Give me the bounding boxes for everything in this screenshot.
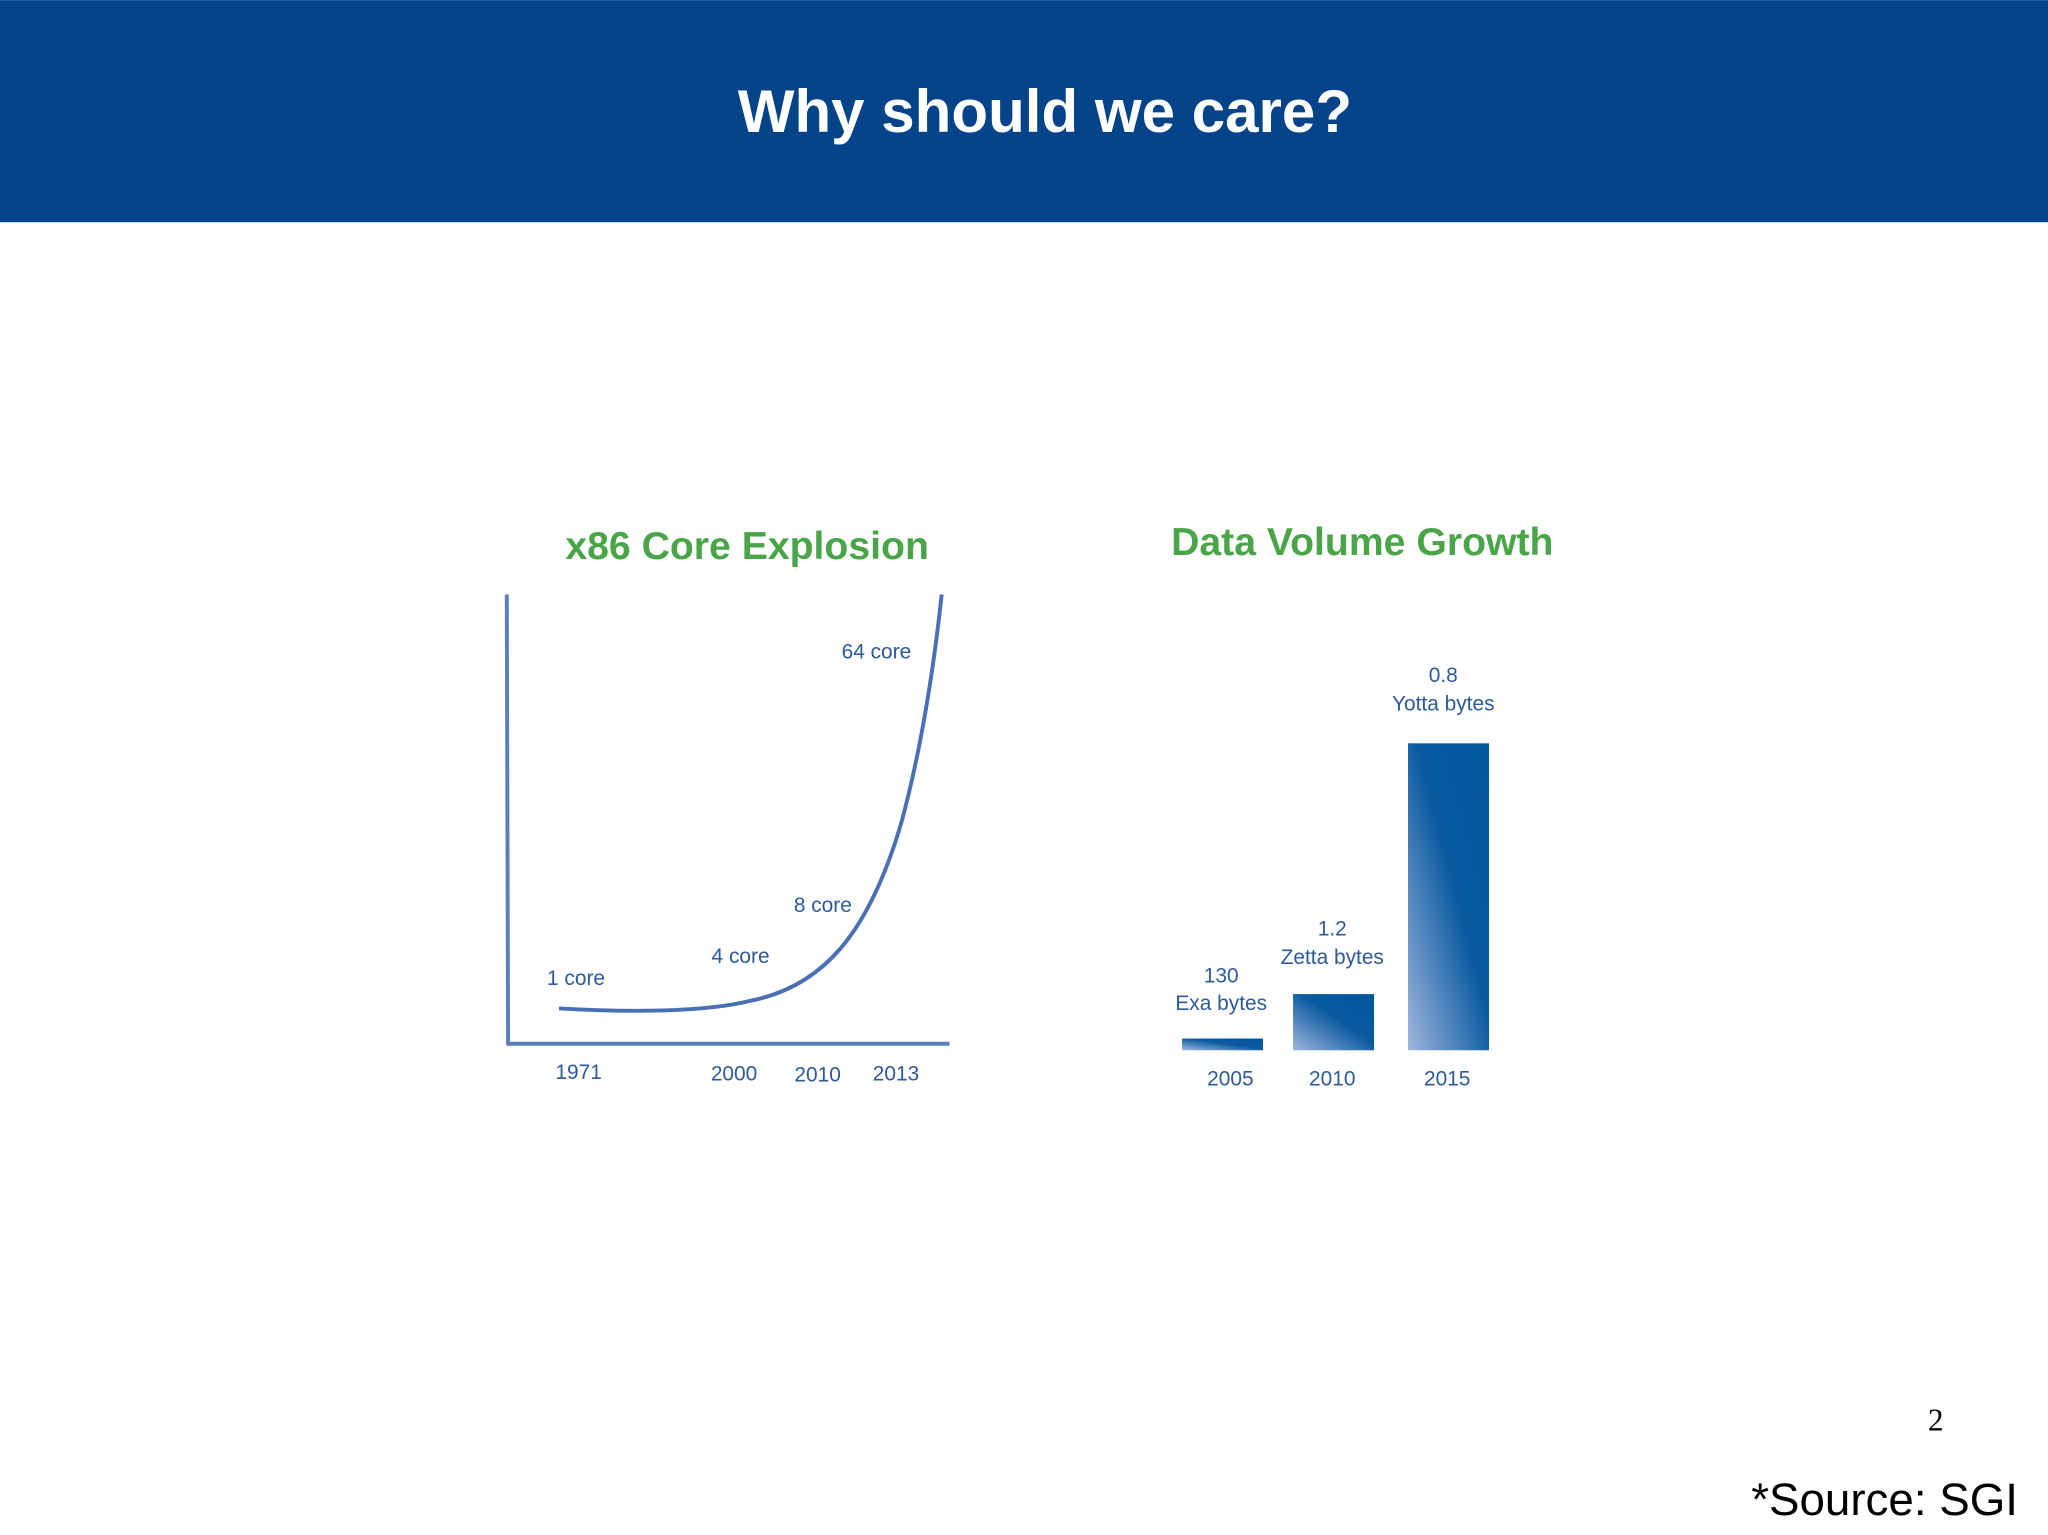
x-label: 2000: [711, 1062, 757, 1085]
annotation: 4 core: [712, 945, 770, 968]
source-note: *Source: SGI: [1751, 1474, 2018, 1525]
bar-amount: 130: [1204, 964, 1239, 987]
page-number: 2: [1928, 1402, 1944, 1437]
figure-title: Data Volume Growth: [1171, 521, 1553, 564]
figure-title: x86 Core Explosion: [565, 525, 929, 568]
bar: [1408, 743, 1489, 1051]
x-label: 2015: [1424, 1068, 1470, 1091]
header-bar: [0, 0, 2048, 223]
bar-unit: Zetta bytes: [1281, 946, 1384, 969]
bar-unit: Exa bytes: [1175, 992, 1267, 1015]
x-label: 2010: [794, 1064, 840, 1087]
bar: [1293, 994, 1375, 1051]
bar: [1182, 1038, 1264, 1051]
bar-unit: Yotta bytes: [1392, 693, 1495, 716]
axis: [504, 594, 511, 1046]
x-label: 1971: [555, 1061, 601, 1084]
slide-title: Why should we care?: [738, 78, 1352, 145]
x-label: 2013: [873, 1062, 919, 1085]
bar-amount: 0.8: [1429, 664, 1458, 687]
x-label: 2005: [1207, 1068, 1253, 1091]
annotation: 1 core: [547, 967, 605, 990]
x-label: 2010: [1309, 1068, 1355, 1091]
annotation: 64 core: [842, 640, 912, 663]
annotation: 8 core: [794, 894, 852, 917]
growth-curve: [558, 594, 944, 1013]
bar-amount: 1.2: [1318, 917, 1347, 940]
